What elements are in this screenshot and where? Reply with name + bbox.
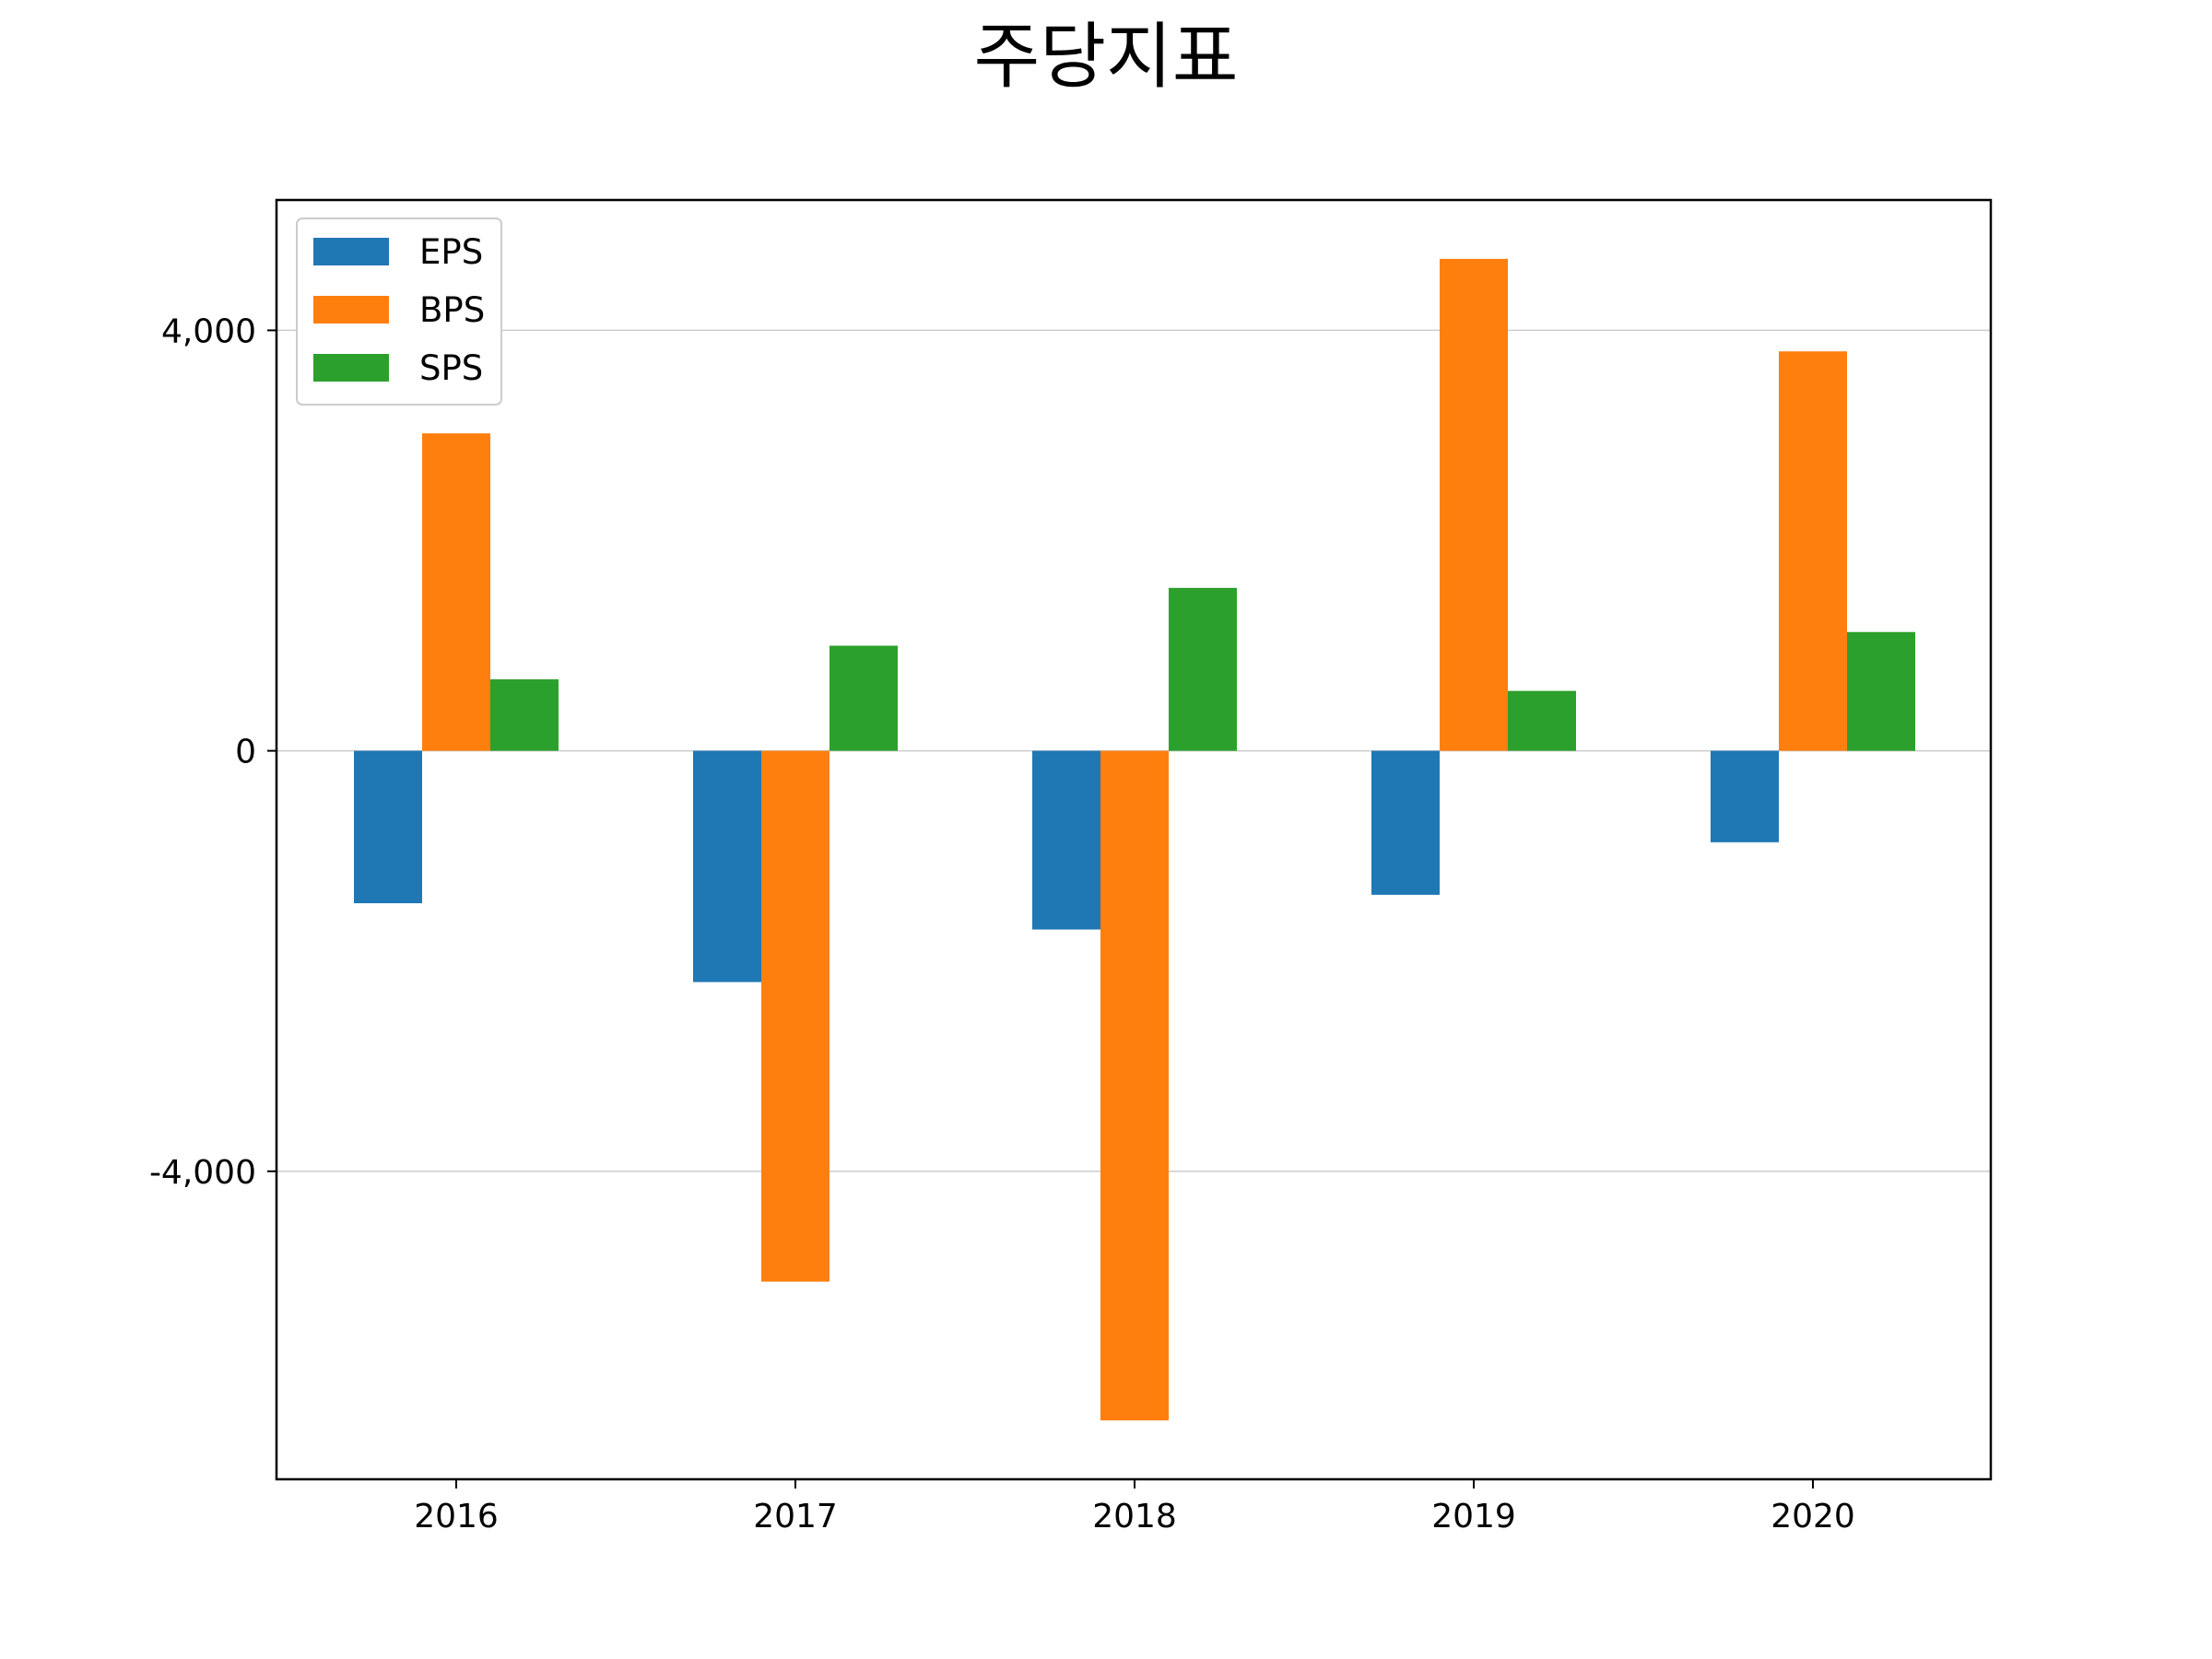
bar-eps-2020 — [1711, 750, 1779, 842]
x-tick-label: 2017 — [753, 1498, 838, 1535]
x-tick-label: 2016 — [414, 1498, 499, 1535]
y-axis: 4,000 0 -4,000 — [149, 312, 276, 1192]
y-tick-label: 0 — [235, 734, 256, 771]
legend-swatch-bps — [313, 296, 389, 324]
bar-eps-2016 — [354, 750, 422, 904]
x-tick-label: 2018 — [1092, 1498, 1177, 1535]
y-tick-label: 4,000 — [161, 312, 256, 350]
y-tick-label: -4,000 — [149, 1154, 256, 1192]
legend-swatch-eps — [313, 238, 389, 265]
bar-bps-2017 — [761, 750, 830, 1282]
legend-label-bps: BPS — [419, 290, 485, 330]
bar-sps-2019 — [1508, 690, 1576, 751]
chart-title: 주당지표 — [973, 16, 1238, 99]
legend: EPS BPS SPS — [296, 218, 502, 406]
bar-sps-2020 — [1847, 631, 1915, 751]
legend-label-eps: EPS — [419, 232, 483, 272]
x-tick-label: 2020 — [1771, 1498, 1855, 1535]
bar-sps-2016 — [490, 679, 559, 751]
bar-sps-2018 — [1169, 587, 1237, 751]
x-axis: 2016 2017 2018 2019 2020 — [414, 1479, 1855, 1535]
bar-sps-2017 — [830, 645, 898, 751]
bar-eps-2017 — [693, 750, 761, 982]
bar-bps-2016 — [422, 433, 490, 751]
bar-eps-2018 — [1032, 750, 1100, 930]
bar-eps-2019 — [1371, 750, 1440, 895]
bar-bps-2018 — [1100, 750, 1169, 1421]
bar-bps-2019 — [1440, 258, 1508, 751]
legend-swatch-sps — [313, 354, 389, 382]
x-tick-label: 2019 — [1431, 1498, 1516, 1535]
bar-bps-2020 — [1779, 351, 1847, 751]
legend-label-sps: SPS — [419, 348, 483, 388]
bars — [354, 258, 1915, 1421]
